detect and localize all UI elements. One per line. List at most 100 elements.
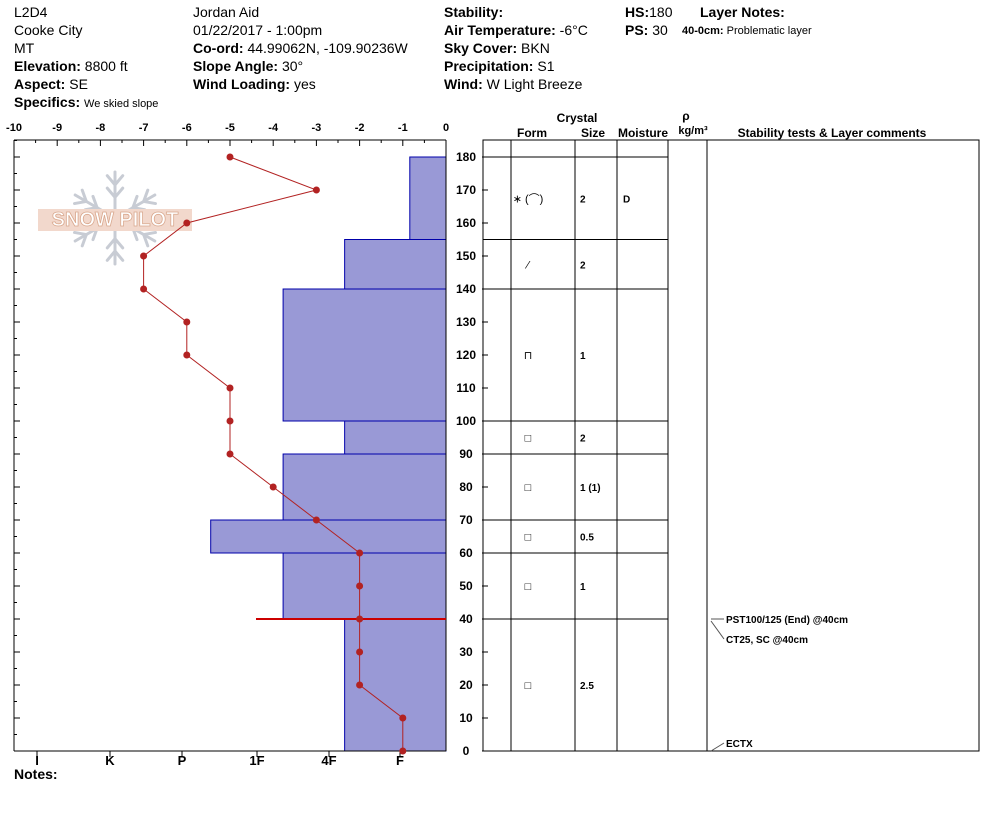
depth-tick-label: 140 [456, 282, 476, 296]
aspect-label: Aspect: [14, 76, 66, 92]
layer-size: 2 [580, 260, 586, 271]
coord-value: 44.99062N, -109.90236W [247, 40, 408, 56]
stability-pointer [710, 620, 725, 640]
layer-form: ⊓ [524, 350, 533, 362]
layer-size: 1 [580, 582, 586, 593]
wind-loading-label: Wind Loading: [193, 76, 291, 92]
wind-row: Wind: W Light Breeze [444, 75, 582, 93]
temp-tick-label: -5 [225, 122, 235, 134]
layer-form: □ [525, 433, 532, 445]
snowflake-branch [105, 237, 117, 250]
rho-header: ρ [682, 109, 689, 123]
depth-tick-label: 80 [459, 480, 473, 494]
depth-tick-label: 60 [459, 546, 473, 560]
precip-row: Precipitation: S1 [444, 57, 554, 75]
datetime: 01/22/2017 - 1:00pm [193, 22, 323, 38]
hardness-tick-label: 4F [321, 753, 336, 768]
observer: Jordan Aid [193, 4, 260, 20]
stability-test-label: PST100/125 (End) @40cm [726, 615, 848, 626]
wind-loading-row: Wind Loading: yes [193, 75, 316, 93]
temperature-point [140, 285, 148, 293]
coord-label: Co-ord: [193, 40, 244, 56]
temp-tick-label: -10 [6, 122, 22, 134]
slope-label: Slope Angle: [193, 58, 279, 74]
layer-form: □ [525, 680, 532, 692]
layer-size: 2 [580, 434, 586, 445]
hardness-tick-label: P [178, 753, 187, 768]
temperature-point [226, 384, 234, 392]
precip-label: Precipitation: [444, 58, 534, 74]
layer-size: 0.5 [580, 533, 594, 544]
ps-row: PS: 30 [625, 21, 668, 39]
layer-note-row: 40-0cm: Problematic layer [682, 22, 812, 40]
snowflake-branch [113, 237, 125, 250]
depth-tick-label: 30 [459, 645, 473, 659]
specifics-value: We skied slope [84, 98, 159, 110]
snowflake-branch [105, 186, 117, 199]
depth-tick-label: 130 [456, 315, 476, 329]
elevation-label: Elevation: [14, 58, 81, 74]
slope-row: Slope Angle: 30° [193, 57, 303, 75]
temperature-point [399, 747, 407, 755]
hardness-tick-label: I [35, 753, 39, 768]
hardness-tick-label: 1F [249, 753, 264, 768]
coord-row: Co-ord: 44.99062N, -109.90236W [193, 39, 408, 57]
temperature-point [226, 417, 234, 425]
ps-label: PS: [625, 22, 649, 38]
notes-label: Notes: [14, 766, 58, 782]
moisture-header: Moisture [618, 126, 668, 140]
watermark-band [38, 209, 192, 231]
temperature-point [140, 252, 148, 260]
stability-row: Stability: [444, 3, 503, 21]
density-unit-header: kg/m³ [678, 125, 708, 137]
depth-tick-label: 160 [456, 216, 476, 230]
depth-tick-label: 0 [463, 744, 470, 758]
hardness-bar [409, 156, 447, 240]
snowflake-branch [73, 199, 88, 206]
layer-size: 2.5 [580, 681, 594, 692]
temperature-point [356, 549, 364, 557]
sky-row: Sky Cover: BKN [444, 39, 550, 57]
specifics-label: Specifics: [14, 94, 81, 110]
slope-value: 30° [281, 58, 304, 74]
stability-label: Stability: [444, 4, 504, 20]
sky-label: Sky Cover: [444, 40, 518, 56]
temperature-point [399, 714, 407, 722]
wind-loading-value: yes [293, 76, 316, 92]
depth-tick-label: 20 [459, 678, 473, 692]
depth-tick-label: 170 [456, 183, 476, 197]
temperature-point [183, 219, 191, 227]
temp-tick-label: 0 [443, 122, 449, 134]
temperature-point [226, 153, 234, 161]
state: MT [14, 40, 35, 56]
snowflake-branch [113, 186, 125, 199]
snowflake-branch [80, 188, 88, 203]
temperature-point [356, 615, 364, 623]
temperature-point [183, 351, 191, 359]
temperature-point [226, 450, 234, 458]
temp-tick-label: -1 [398, 122, 408, 134]
elevation-value: 8800 ft [84, 58, 128, 74]
hs-row: HS:180 [625, 3, 672, 21]
temp-tick-label: -7 [139, 122, 149, 134]
snowflake-branch [105, 174, 117, 187]
snowflake-branch [142, 230, 157, 237]
snowflake-branch [142, 233, 150, 248]
hardness-tick-label: F [396, 753, 404, 768]
temperature-point [356, 681, 364, 689]
layer-form: □ [525, 581, 532, 593]
temp-tick-label: -6 [182, 122, 192, 134]
hardness-bar [282, 552, 447, 620]
specifics-row: Specifics: We skied slope [14, 93, 158, 113]
temperature-point [269, 483, 277, 491]
depth-tick-label: 100 [456, 414, 476, 428]
air-temp-value: -6°C [559, 22, 588, 38]
size-header: Size [581, 126, 605, 140]
precip-value: S1 [537, 58, 555, 74]
temp-tick-label: -2 [355, 122, 365, 134]
layer-size: 1 (1) [580, 483, 601, 494]
layer-table-frame [482, 139, 980, 752]
layer-moisture: D [623, 194, 630, 205]
site-name: L2D4 [14, 4, 48, 20]
